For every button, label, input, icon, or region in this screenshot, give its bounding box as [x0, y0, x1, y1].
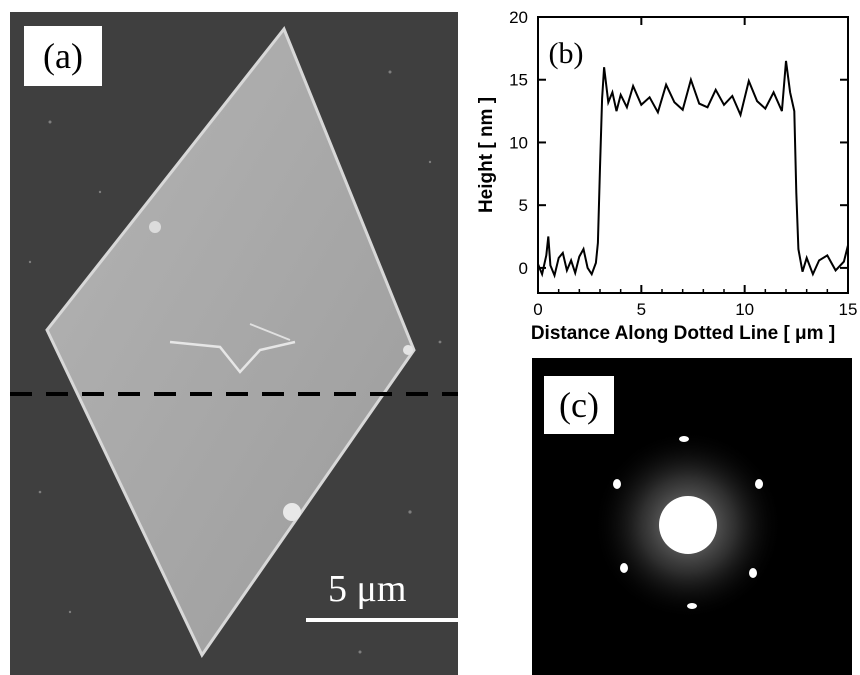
axis-ticks: 0 5 10 15 0 5 10 15 20	[509, 8, 857, 319]
diffraction-spots	[613, 436, 763, 609]
panel-b-label-bg	[540, 31, 592, 73]
y-tick-label: 5	[519, 196, 528, 215]
scale-bar-label: 5 μm	[328, 568, 407, 610]
flake-particle	[283, 503, 301, 521]
y-tick-label: 0	[519, 259, 528, 278]
panel-c-label: (c)	[544, 376, 614, 434]
diffraction-panel: (c)	[532, 358, 852, 675]
diffraction-spot	[749, 568, 757, 578]
series-line	[537, 60, 849, 279]
flake-wrinkle	[169, 340, 296, 374]
diffraction-spot	[613, 479, 621, 489]
y-tick-label: 10	[509, 133, 528, 152]
scale-bar	[306, 618, 458, 622]
flake-wrinkle-2	[249, 323, 291, 341]
afm-image-panel: (a) 5 μm	[10, 12, 458, 675]
diffraction-pattern	[593, 430, 783, 620]
diffraction-spot	[687, 603, 697, 609]
x-tick-label: 5	[637, 300, 646, 319]
y-tick-label: 20	[509, 8, 528, 27]
y-axis-label: Height [ nm ]	[476, 97, 497, 213]
y-tick-label: 15	[509, 71, 528, 90]
height-profile-chart: 0 5 10 15 0 5 10 15 20 (b) Distance Along Dotted…	[476, 8, 857, 344]
x-tick-label: 15	[839, 300, 858, 319]
x-axis-label: Distance Along Dotted Line [ μm ]	[531, 323, 835, 344]
flake-particle-2	[149, 221, 161, 233]
x-tick-label: 10	[735, 300, 754, 319]
diffraction-spot	[620, 563, 628, 573]
panel-b-label: (b)	[549, 37, 584, 70]
height-profile-panel: 0 5 10 15 0 5 10 15 20 (b) Distance Along Dotted…	[470, 0, 860, 350]
diffraction-spot	[679, 436, 689, 442]
graphene-flake	[45, 26, 416, 658]
diffraction-spot	[755, 479, 763, 489]
flake-particle-3	[403, 345, 413, 355]
afm-image	[10, 12, 458, 675]
panel-a-label: (a)	[24, 26, 102, 86]
central-beam	[659, 496, 717, 554]
x-tick-label: 0	[533, 300, 542, 319]
